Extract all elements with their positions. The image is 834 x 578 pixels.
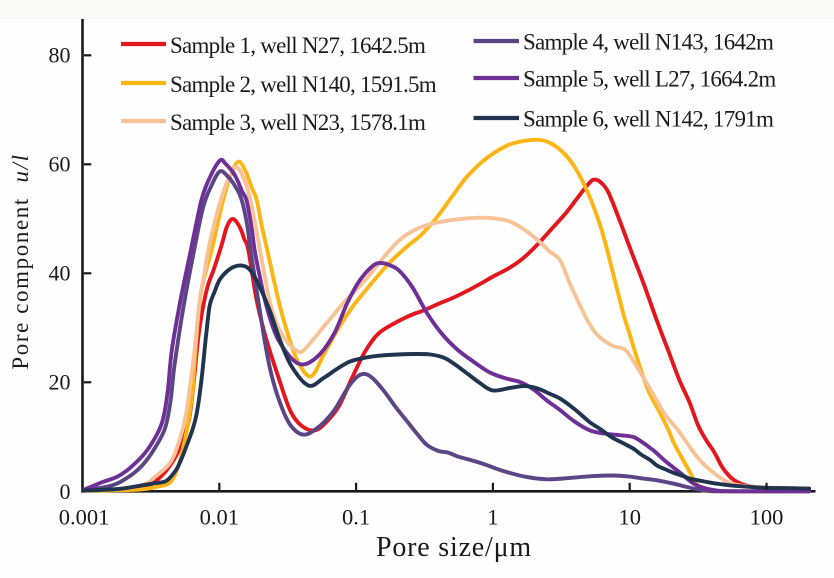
svg-text:1: 1 [487,505,498,530]
svg-text:0.001: 0.001 [59,505,110,530]
svg-text:Pore size/μm: Pore size/μm [376,532,532,563]
svg-text:20: 20 [49,370,71,395]
svg-text:Sample 2, well N140, 1591.5m: Sample 2, well N140, 1591.5m [170,72,437,97]
svg-text:Sample 1, well N27, 1642.5m: Sample 1, well N27, 1642.5m [170,33,426,58]
svg-text:0.1: 0.1 [342,505,370,530]
svg-text:40: 40 [49,261,71,286]
svg-text:60: 60 [49,152,71,177]
svg-text:Pore component u/l: Pore component u/l [8,153,33,369]
svg-text:0.01: 0.01 [200,505,239,530]
svg-text:80: 80 [49,43,71,68]
svg-text:Sample 4, well N143, 1642m: Sample 4, well N143, 1642m [523,30,774,55]
svg-text:Sample 5, well L27, 1664.2m: Sample 5, well L27, 1664.2m [523,67,776,92]
svg-text:100: 100 [750,505,784,530]
svg-text:Sample 6, well N142, 1791m: Sample 6, well N142, 1791m [523,107,774,132]
svg-text:Sample 3, well N23, 1578.1m: Sample 3, well N23, 1578.1m [170,110,426,135]
svg-text:10: 10 [618,505,641,530]
svg-text:0: 0 [60,479,71,504]
